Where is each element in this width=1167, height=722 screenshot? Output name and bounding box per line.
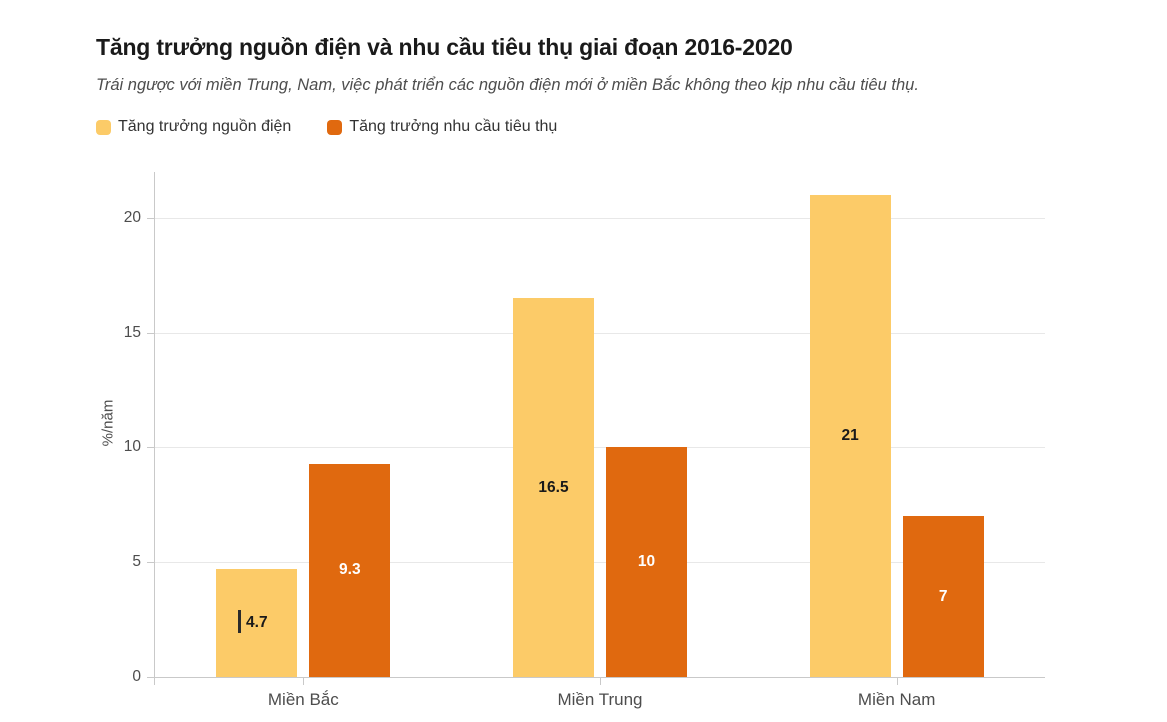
bar-value-label: 21 [841,426,859,444]
y-tick-label: 20 [123,208,141,226]
bar-value-label: 7 [938,587,948,605]
y-tick-mark [147,677,155,678]
x-axis-category-label: Miền Bắc [267,690,339,709]
x-tick-mark [303,677,305,685]
y-tick-label: 10 [123,438,141,456]
bar-value-label: 4.7 [246,614,268,632]
bar-nguon-dien-2[interactable]: 16.5 [513,298,594,677]
gridline-y10 [155,447,1045,449]
legend-swatch-yellow [96,119,111,135]
x-axis-category-label: Miền Trung [557,690,643,709]
bar-nhu-cau-2[interactable]: 10 [606,447,687,677]
legend-item-nguon-dien: Tăng trưởng nguồn điện [96,118,291,136]
y-tick-label: 15 [123,323,141,341]
x-axis-category-label: Miền Nam [857,690,936,709]
y-tick-label: 5 [132,553,141,571]
bar-nguon-dien-3[interactable]: 21 [809,194,891,677]
bar-nguon-dien-1[interactable]: 4.7 [216,569,298,677]
y-tick-label: 0 [132,668,141,685]
bar-value-label: 10 [637,553,656,571]
gridline-y5 [155,562,1045,564]
legend-label: Tăng trưởng nguồn điện [118,118,292,135]
bar-value-label: 9.3 [339,561,361,579]
gridline-y15 [155,332,1045,334]
chart-subtitle: Trái ngược với miền Trung, Nam, việc phá… [96,76,919,94]
legend-swatch-orange [327,119,343,135]
x-tick-mark [600,677,601,685]
gridline-y20 [155,217,1045,219]
legend-item-nhu-cau: Tăng trưởng nhu cầu tiêu thụ [327,118,557,136]
y-tick-mark [147,562,155,564]
text-cursor-icon [238,610,241,633]
y-tick-mark [147,447,155,449]
bar-nhu-cau-1[interactable]: 9.3 [309,463,391,677]
x-tick-mark [896,677,898,685]
y-tick-mark [147,217,155,219]
bar-nhu-cau-3[interactable]: 7 [902,516,984,677]
chart-title: Tăng trưởng nguồn điện và nhu cầu tiêu t… [96,34,793,60]
plot-area: 0 5 10 15 20 Miền Bắc 4.7 9.3 Miền Trung 16.5 10 Mi… [124,172,1045,709]
y-axis-line [154,172,155,685]
bar-value-label: 16.5 [538,478,569,496]
y-tick-mark [147,332,155,334]
legend: Tăng trưởng nguồn điện Tăng trưởng nhu c… [96,118,557,136]
legend-label: Tăng trưởng nhu cầu tiêu thụ [349,118,558,135]
